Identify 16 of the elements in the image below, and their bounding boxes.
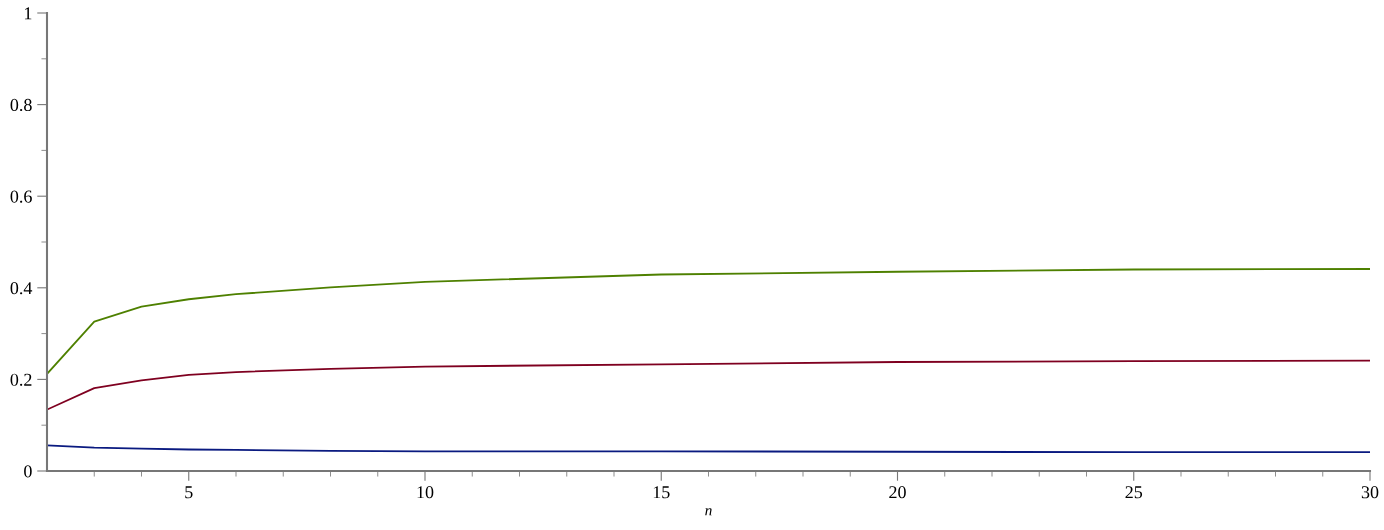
x-tick-label: 15 — [653, 486, 670, 499]
y-tick-label: 0.2 — [10, 373, 32, 386]
y-tick-label: 0 — [24, 465, 32, 478]
line-series — [47, 268, 1370, 375]
x-tick-label: 20 — [889, 486, 906, 499]
y-tick-label: 0.6 — [10, 190, 32, 203]
x-tick-label: 25 — [1125, 486, 1143, 499]
line-series — [47, 359, 1370, 411]
x-axis-title: n — [705, 508, 712, 516]
y-tick-label: 0.8 — [10, 98, 32, 112]
y-tick-label: 0.4 — [10, 282, 33, 295]
line-series — [47, 444, 1370, 454]
y-tick-label: 1 — [24, 7, 32, 20]
x-tick-label: 5 — [185, 486, 193, 499]
x-tick-label: 10 — [417, 486, 434, 499]
x-tick-label: 30 — [1361, 486, 1379, 499]
